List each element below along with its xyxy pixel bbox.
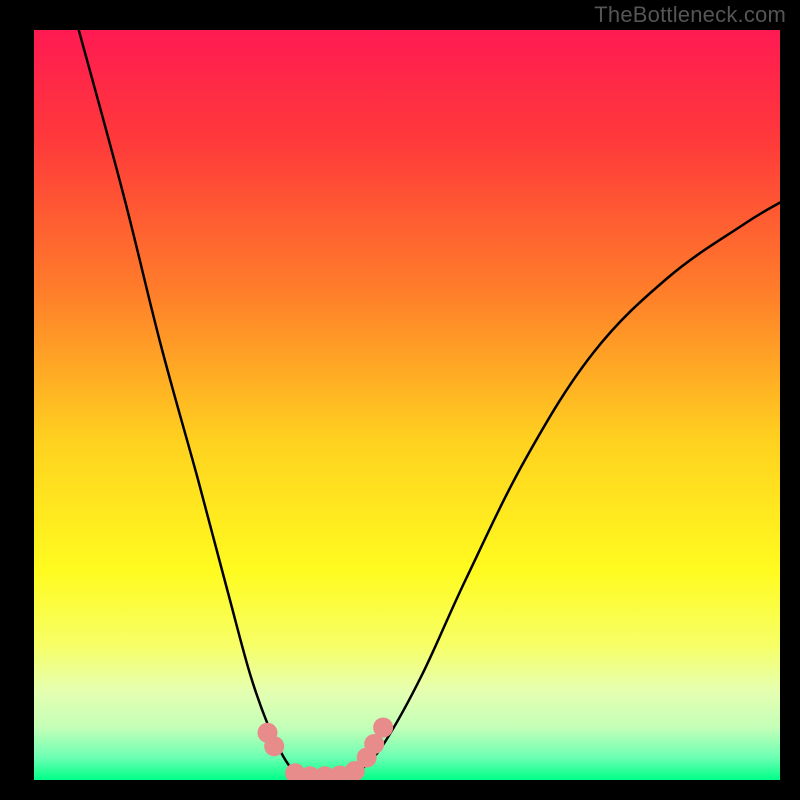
watermark-text: TheBottleneck.com bbox=[594, 2, 786, 28]
valley-marker bbox=[373, 718, 393, 738]
plot-area bbox=[34, 30, 780, 780]
valley-marker bbox=[264, 736, 284, 756]
chart-stage: TheBottleneck.com bbox=[0, 0, 800, 800]
markers-layer bbox=[34, 30, 780, 780]
